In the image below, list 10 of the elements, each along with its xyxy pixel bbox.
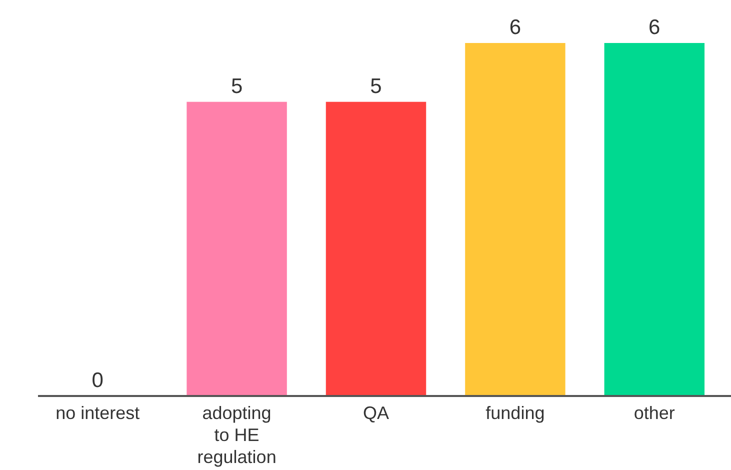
- data-label: 0: [92, 369, 104, 392]
- x-tick-label: adopting to HE regulation: [197, 403, 276, 467]
- data-label: 6: [648, 16, 660, 39]
- x-tick-label: no interest: [56, 403, 140, 423]
- x-tick-label: other: [634, 403, 675, 423]
- x-tick-label: funding: [486, 403, 545, 423]
- x-tick-label: QA: [362, 403, 390, 423]
- data-label: 5: [230, 74, 243, 98]
- data-label: 6: [509, 16, 522, 39]
- data-label: 5: [370, 74, 382, 98]
